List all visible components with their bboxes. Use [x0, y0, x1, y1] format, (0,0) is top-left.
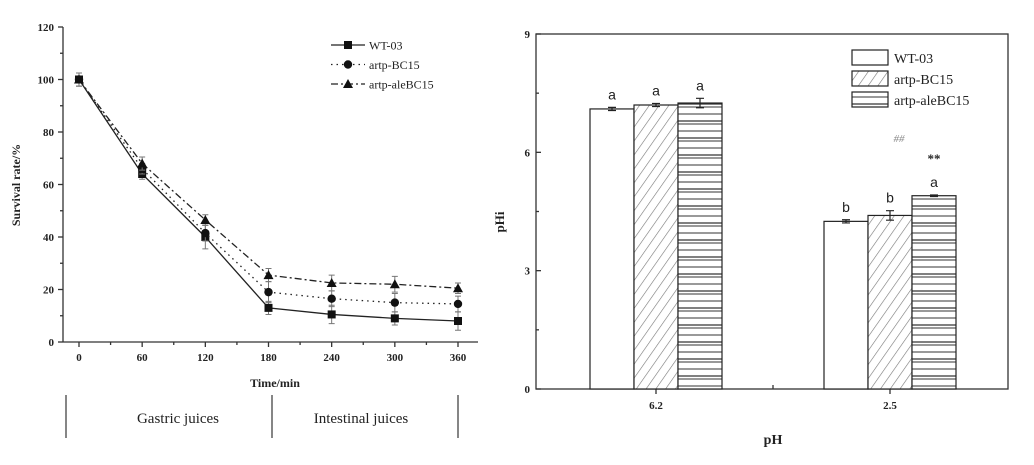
x-tick-label: 180 [260, 352, 277, 364]
x-tick-label: 120 [197, 352, 214, 364]
data-point [327, 310, 336, 319]
data-point [137, 158, 148, 168]
y-tick-label: 3 [525, 266, 531, 278]
x-axis-title: Time/min [250, 376, 300, 390]
y-tick-label: 40 [43, 232, 55, 244]
significance-letter: a [930, 174, 938, 190]
legend-label: WT-03 [894, 52, 933, 67]
y-axis-title: Survival rate/% [9, 144, 23, 226]
data-point [201, 228, 210, 238]
y-axis-title: pHi [492, 211, 507, 232]
bar-artp-BC15 [867, 214, 913, 390]
x-tick-label: 60 [137, 352, 149, 364]
data-point [389, 279, 400, 289]
error-bar [608, 106, 616, 112]
survival-line-chart: 0 20 40 60 80 100 120 0 60 120 180 240 300 360 Time/mi… [9, 22, 478, 438]
legend-label: artp-aleBC15 [894, 94, 969, 109]
y-tick-label: 120 [38, 22, 55, 34]
error-bar [886, 210, 894, 221]
x-axis-title: pH [764, 433, 783, 448]
error-bar [696, 97, 704, 109]
significance-letter: b [886, 190, 894, 206]
data-point [326, 277, 337, 287]
phase-label: Gastric juices [137, 411, 219, 427]
data-point [74, 74, 84, 84]
bar-artp-aleBC15 [677, 102, 723, 390]
series-line [78, 79, 459, 289]
legend-marker [344, 41, 352, 49]
x-tick-label: 6.2 [649, 400, 663, 412]
legend-swatch [851, 70, 889, 87]
data-point [327, 294, 336, 303]
annotation-hash: ## [894, 133, 906, 145]
error-bar [842, 219, 850, 224]
significance-letter: a [608, 86, 616, 102]
y-tick-label: 9 [525, 29, 531, 41]
bar-artp-BC15 [633, 104, 679, 390]
significance-letter: b [842, 199, 850, 215]
error-bar [652, 102, 660, 108]
data-point [263, 270, 274, 280]
bar-WT-03 [589, 108, 635, 390]
data-point [454, 317, 462, 325]
data-point [264, 303, 273, 312]
legend-swatch [851, 91, 889, 108]
y-tick-label: 100 [38, 75, 55, 87]
y-tick-label: 0 [49, 337, 55, 349]
legend-label: WT-03 [369, 39, 403, 53]
data-point [453, 283, 463, 293]
phi-bar-chart: 0 3 6 9 pHi pH 6.2 a a a 2.5 b b a ## ** WT-03 artp-BC15 a… [492, 29, 1009, 448]
y-tick-label: 80 [43, 127, 55, 139]
y-tick-label: 20 [43, 285, 55, 297]
x-tick-label: 300 [387, 352, 404, 364]
phase-label: Intestinal juices [314, 411, 409, 427]
x-tick-label: 0 [76, 352, 82, 364]
data-point [390, 314, 399, 323]
x-tick-label: 2.5 [883, 400, 897, 412]
significance-letter: a [652, 82, 660, 98]
x-tick-label: 240 [323, 352, 340, 364]
data-point [264, 287, 273, 297]
legend-label: artp-aleBC15 [369, 78, 434, 92]
bar-WT-03 [823, 220, 869, 390]
y-tick-label: 60 [43, 180, 55, 192]
y-tick-label: 0 [525, 384, 531, 396]
series-artp-aleBC15 [74, 72, 463, 294]
x-tick-label: 360 [450, 352, 467, 364]
y-tick-label: 6 [525, 147, 531, 159]
data-point [390, 298, 400, 307]
legend-swatch [851, 49, 889, 66]
error-bar [930, 194, 938, 198]
annotation-stars: ** [928, 151, 941, 166]
legend-marker [343, 79, 353, 88]
data-point [200, 214, 211, 224]
legend-label: artp-BC15 [369, 58, 420, 72]
legend-marker [343, 60, 353, 69]
bar-artp-aleBC15 [911, 195, 957, 390]
data-point [453, 299, 463, 309]
legend-label: artp-BC15 [894, 73, 953, 88]
significance-letter: a [696, 77, 704, 93]
